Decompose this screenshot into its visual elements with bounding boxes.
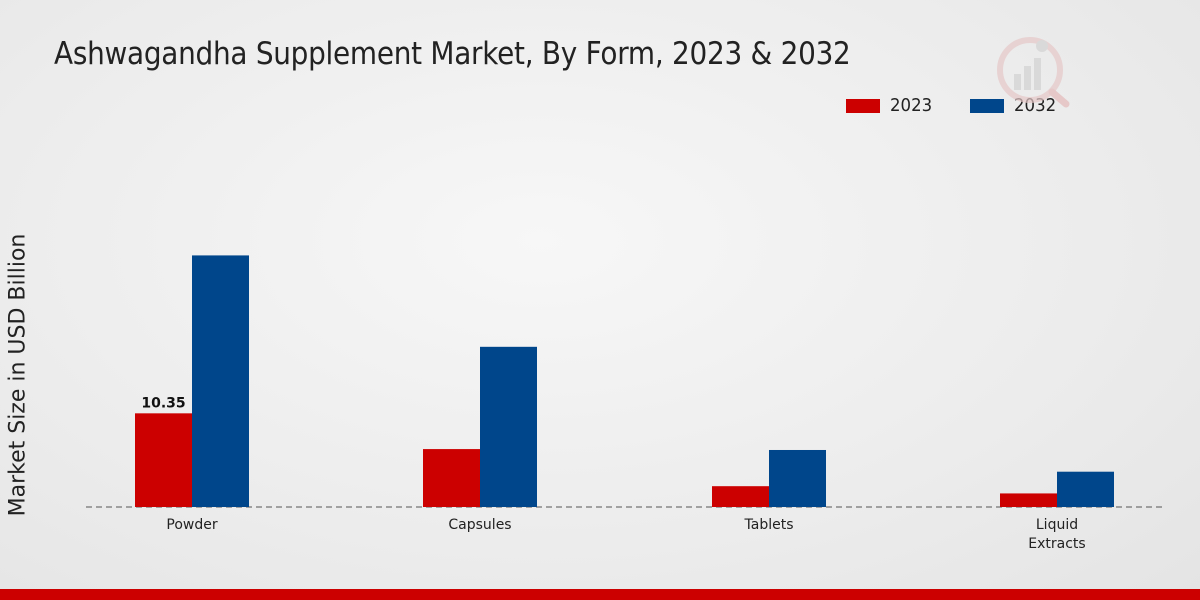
legend-swatch-2032 <box>969 98 1004 113</box>
bar-2032-tablets <box>769 449 826 507</box>
chart-title: Ashwagandha Supplement Market, By Form, … <box>54 36 851 72</box>
watermark-logo-icon <box>997 37 1070 108</box>
footer-bar <box>0 589 1200 600</box>
bar-2023-capsules <box>423 449 480 507</box>
bar-2032-powder <box>192 255 249 507</box>
legend-swatch-2023 <box>846 98 880 113</box>
bar-2023-tablets <box>712 486 769 507</box>
bar-2032-liquid-extracts <box>1057 471 1114 507</box>
bar-2032-capsules <box>480 346 537 507</box>
x-tick-label-tablets: Tablets <box>744 517 794 533</box>
x-tick-label-capsules: Capsules <box>448 517 511 533</box>
data-label-2023-powder: 10.35 <box>141 395 185 411</box>
legend-item-2023: 2023 <box>846 95 936 116</box>
bar-2023-liquid-extracts <box>1000 493 1057 507</box>
bar-2023-powder <box>135 413 192 507</box>
legend-label-2023: 2023 <box>890 95 933 116</box>
x-tick-label-liquid-extracts: Liquid Extracts <box>1028 517 1085 552</box>
x-tick-label-powder: Powder <box>166 517 217 533</box>
